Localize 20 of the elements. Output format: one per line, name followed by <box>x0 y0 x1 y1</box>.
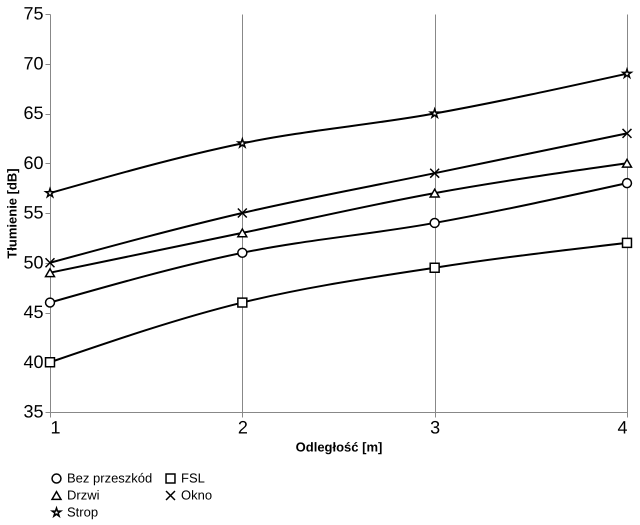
y-tick-label: 35 <box>23 402 44 422</box>
y-tick-label: 70 <box>23 53 44 74</box>
x-axis-title: Odległość [m] <box>296 440 382 454</box>
x-tick-label: 2 <box>238 418 248 438</box>
legend-label: FSL <box>181 470 205 486</box>
x-tick-label: 1 <box>50 418 61 438</box>
y-tick-label: 45 <box>23 302 44 322</box>
legend-label: Okno <box>181 488 212 502</box>
y-tick-label: 75 <box>23 4 44 24</box>
x-tick-label: 3 <box>430 418 440 438</box>
legend-label: Strop <box>67 504 98 520</box>
y-tick-label: 65 <box>23 103 44 123</box>
y-tick-label: 55 <box>23 202 44 222</box>
y-tick-label: 60 <box>23 152 44 173</box>
y-axis-title: Tłumienie [dB] <box>4 168 20 259</box>
y-tick-label: 40 <box>23 352 44 372</box>
x-tick-label: 4 <box>617 418 628 438</box>
legend-label: Bez przeszkód <box>67 470 152 486</box>
y-tick-label: 50 <box>23 252 44 272</box>
legend-label: Drzwi <box>67 488 100 502</box>
